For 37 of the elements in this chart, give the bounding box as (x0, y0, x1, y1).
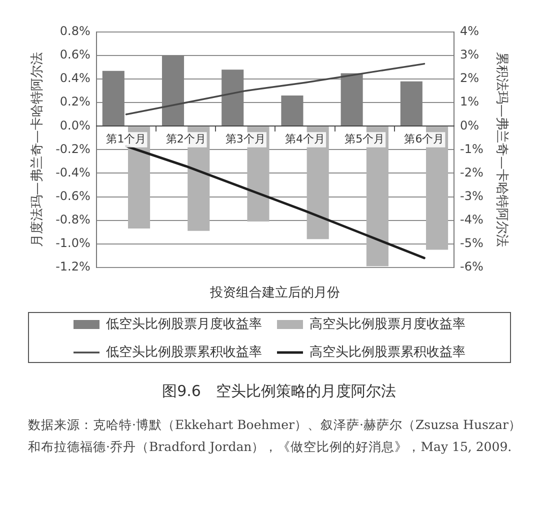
y-tick-label: 0.2% (60, 94, 90, 109)
y-tick-label: -0.6% (56, 188, 90, 203)
y2-axis-title: 累积法玛—弗兰奇—卡哈特阿尔法 (494, 52, 509, 248)
x-tick-label: 第6个月 (404, 132, 444, 146)
legend-label: 低空头比例股票累积收益率 (106, 344, 262, 360)
legend-label: 高空头比例股票月度收益率 (310, 316, 466, 332)
y2-tick-label: 1% (460, 94, 480, 109)
y-tick-label: -0.2% (56, 142, 90, 156)
x-tick-label: 第2个月 (166, 132, 206, 146)
y2-tick-label: -3% (460, 188, 484, 203)
y-tick-label: 0.8% (60, 24, 90, 38)
x-tick-label: 第1个月 (106, 132, 146, 146)
y-tick-label: -0.4% (56, 165, 90, 180)
x-tick-label: 第3个月 (225, 132, 266, 146)
y2-tick-label: 3% (460, 48, 480, 62)
y-tick-label: 0.6% (60, 48, 90, 62)
x-axis-title: 投资组合建立后的月份 (209, 284, 340, 301)
y2-tick-label: 4% (460, 24, 480, 38)
x-tick-label: 第5个月 (344, 132, 385, 146)
y-tick-label: -0.8% (56, 212, 90, 226)
y-tick-label: -1.2% (56, 260, 90, 274)
y-tick-label: 0.4% (60, 71, 90, 86)
y2-tick-label: 2% (460, 71, 480, 86)
text: 图9.6 空头比例策略的月度阿尔法 (161, 382, 397, 401)
y-tick-label: 0.0% (60, 118, 90, 132)
y2-tick-label: -2% (460, 165, 484, 180)
source-note: 数据来源：克哈特·博默（Ekkehart Boehmer）、叙泽萨·赫萨尔（Zsuzsa Huszar）和布拉德福德·乔丹（Bradford Jordan），《做空比例的好消息》，May 15, 2009. (28, 416, 522, 456)
y-axis-title: 月度法玛—弗兰奇—卡哈特阿尔法 (29, 52, 46, 248)
y2-tick-label: -1% (460, 142, 484, 156)
y-tick-label: -1.0% (56, 236, 90, 250)
y2-tick-label: -4% (460, 212, 484, 226)
legend-label: 高空头比例股票累积收益率 (310, 344, 466, 360)
y2-tick-label: 0% (460, 118, 480, 132)
legend-label: 低空头比例股票月度收益率 (106, 316, 262, 332)
y2-tick-label: -5% (460, 236, 484, 250)
y2-tick-label: -6% (460, 260, 484, 274)
x-tick-label: 第4个月 (285, 132, 326, 146)
